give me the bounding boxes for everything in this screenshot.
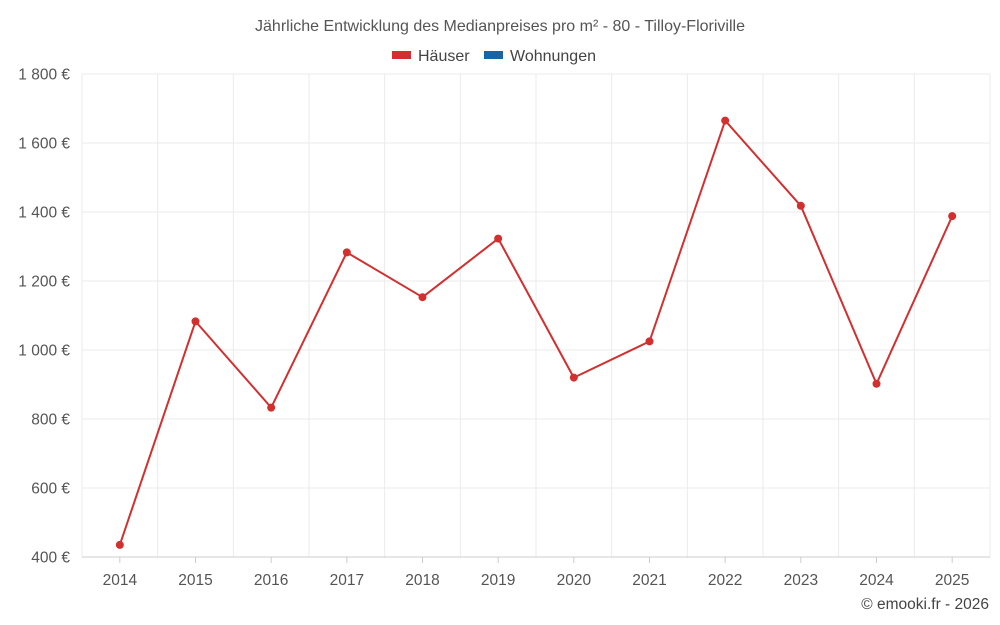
data-point[interactable] (721, 116, 730, 125)
data-point[interactable] (342, 248, 351, 257)
x-tick-label: 2023 (784, 572, 818, 589)
legend-label-houses[interactable]: Häuser (418, 48, 470, 65)
x-tick-label: 2016 (254, 572, 288, 589)
x-tick-label: 2020 (557, 572, 592, 589)
y-tick-label: 400 € (31, 550, 70, 567)
data-point[interactable] (191, 317, 200, 326)
series-layer (115, 116, 957, 549)
footer-copyright: © emooki.fr - 2026 (861, 596, 989, 613)
x-tick-label: 2025 (935, 572, 969, 589)
series-line-0 (118, 119, 954, 546)
x-tick-label: 2021 (632, 572, 666, 589)
y-tick-label: 1 400 € (18, 205, 70, 222)
y-tick-label: 600 € (31, 481, 70, 498)
data-point[interactable] (872, 379, 881, 388)
data-point[interactable] (418, 293, 427, 302)
y-tick-label: 1 600 € (18, 136, 70, 153)
y-tick-label: 800 € (31, 412, 70, 429)
data-point[interactable] (267, 403, 276, 412)
legend-swatch-houses[interactable] (392, 51, 411, 59)
data-point[interactable] (948, 212, 957, 221)
x-tick-label: 2014 (103, 572, 138, 589)
axes: 400 € 600 € 800 € 1 000 € 1 200 € 1 400 € 1 60… (18, 67, 990, 589)
legend-label-apartments[interactable]: Wohnungen (510, 48, 596, 65)
data-point[interactable] (494, 234, 503, 243)
x-tick-label: 2024 (859, 572, 894, 589)
y-tick-label: 1 800 € (18, 67, 70, 84)
data-point[interactable] (796, 201, 805, 210)
data-point[interactable] (569, 373, 578, 382)
chart-title: Jährliche Entwicklung des Medianpreises … (255, 18, 745, 35)
x-tick-label: 2015 (178, 572, 212, 589)
x-tick-label: 2022 (708, 572, 742, 589)
data-point[interactable] (645, 337, 654, 346)
y-tick-label: 1 200 € (18, 274, 70, 291)
y-tick-label: 1 000 € (18, 343, 70, 360)
x-tick-label: 2017 (330, 572, 364, 589)
legend-swatch-apartments[interactable] (484, 51, 503, 59)
grid (81, 73, 991, 558)
x-tick-label: 2019 (481, 572, 515, 589)
x-tick-label: 2018 (405, 572, 439, 589)
data-point[interactable] (115, 540, 124, 549)
legend: Häuser Wohnungen (392, 48, 596, 65)
